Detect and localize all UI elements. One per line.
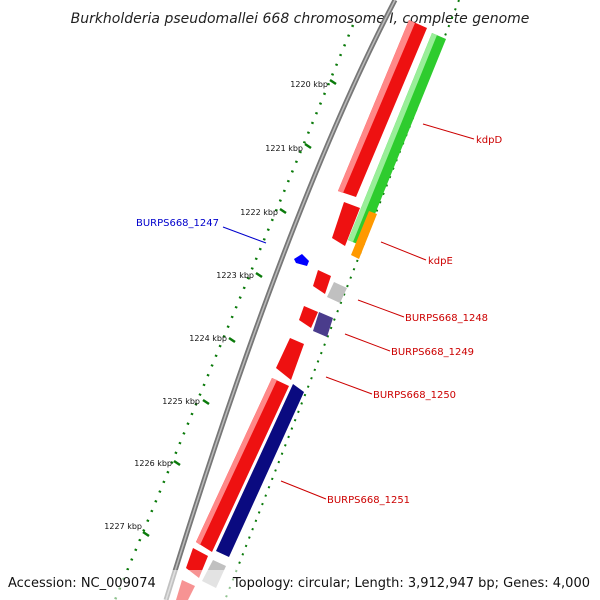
forward-gene <box>299 306 318 328</box>
label-burps668-1251: BURPS668_1251 <box>327 495 410 506</box>
forward-gene-highlight <box>196 378 277 545</box>
burps668-1247-gene-shape <box>294 254 309 266</box>
forward-gene <box>196 378 289 552</box>
burps668-1248-gene-shape <box>327 282 347 303</box>
tick-label-1222: 1222 kbp <box>240 208 278 217</box>
tick-mark <box>255 271 263 279</box>
burps668-1249-gene-shape <box>313 312 333 337</box>
label-burps668-1249: BURPS668_1249 <box>391 347 474 358</box>
leader-line <box>357 299 405 318</box>
leader-line <box>325 376 373 395</box>
tick-label-1223: 1223 kbp <box>216 271 254 280</box>
forward-gene <box>332 202 360 246</box>
tick-mark <box>142 530 150 538</box>
kdpE-gene-shape <box>351 211 377 259</box>
leader-lines <box>222 123 475 500</box>
leader-line <box>422 123 475 140</box>
forward-gene <box>276 338 304 380</box>
label-kdpE: kdpE <box>428 256 453 267</box>
tick-mark <box>304 142 312 150</box>
burps668-1251-gene-shape <box>216 384 304 557</box>
genome-backbone-highlight <box>165 0 396 600</box>
label-burps668-1248: BURPS668_1248 <box>405 313 488 324</box>
label-kdpD: kdpD <box>476 135 502 146</box>
tick-label-1220: 1220 kbp <box>290 80 328 89</box>
kdpD-gene-highlight <box>348 33 437 242</box>
tick-mark <box>173 459 181 467</box>
label-burps668-1250: BURPS668_1250 <box>373 390 456 401</box>
leader-line <box>222 226 267 244</box>
tick-label-1227: 1227 kbp <box>104 522 142 531</box>
tick-mark <box>228 336 236 344</box>
tick-label-1226: 1226 kbp <box>134 459 172 468</box>
tick-label-1221: 1221 kbp <box>265 144 303 153</box>
label-burps668-1247: BURPS668_1247 <box>136 218 219 229</box>
footer-backdrop <box>0 570 600 600</box>
feature-labels: BURPS668_1247 kdpD kdpE BURPS668_1248 BU… <box>136 135 503 506</box>
topology-text: Topology: circular; Length: 3,912,947 bp… <box>232 576 590 591</box>
reverse-features <box>202 33 446 588</box>
accession-text: Accession: NC_009074 <box>8 576 156 591</box>
forward-gene <box>338 20 427 197</box>
tick-mark <box>279 207 287 215</box>
kbp-scale: 1220 kbp 1221 kbp 1222 kbp 1223 kbp 1224… <box>104 78 337 538</box>
leader-line <box>344 333 391 352</box>
map-title: Burkholderia pseudomallei 668 chromosome… <box>71 11 530 27</box>
tick-mark <box>202 398 210 406</box>
tick-label-1225: 1225 kbp <box>162 397 200 406</box>
forward-gene-highlight <box>338 20 415 193</box>
tick-label-1224: 1224 kbp <box>189 334 227 343</box>
genome-backbone <box>163 0 398 600</box>
forward-gene <box>313 270 331 294</box>
tick-mark <box>329 78 337 86</box>
forward-features <box>176 20 427 600</box>
leader-line <box>380 241 427 261</box>
leader-line <box>280 480 327 500</box>
